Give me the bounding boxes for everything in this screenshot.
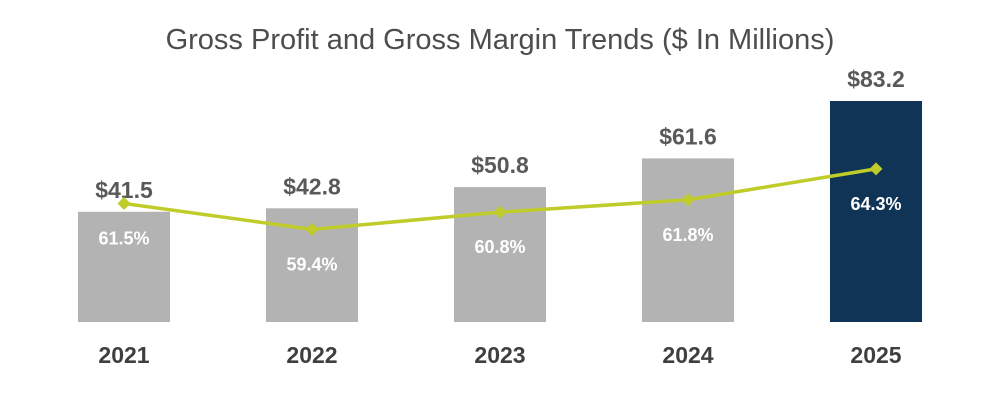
margin-marker-2025 [869,162,883,176]
margin-label-2021: 61.5% [98,228,149,248]
bar-value-label-2023: $50.8 [471,152,529,178]
category-label-2023: 2023 [474,342,525,368]
category-label-2025: 2025 [850,342,901,368]
margin-label-2022: 59.4% [286,254,337,274]
chart-title: Gross Profit and Gross Margin Trends ($ … [165,24,835,56]
bar-2025 [830,101,922,322]
category-label-2022: 2022 [286,342,337,368]
margin-marker-2021 [117,196,131,210]
margin-label-2025: 64.3% [850,194,901,214]
bar-2021 [78,211,170,322]
category-label-2024: 2024 [662,342,713,368]
bar-value-label-2025: $83.2 [847,66,905,92]
margin-marker-2023 [493,205,507,219]
margin-label-2023: 60.8% [474,237,525,257]
bar-2024 [642,158,734,322]
margin-label-2024: 61.8% [662,225,713,245]
bar-value-label-2022: $42.8 [283,173,341,199]
margin-marker-2024 [681,193,695,207]
bar-value-label-2024: $61.6 [659,123,717,149]
category-label-2021: 2021 [98,342,149,368]
margin-marker-2022 [305,222,319,236]
